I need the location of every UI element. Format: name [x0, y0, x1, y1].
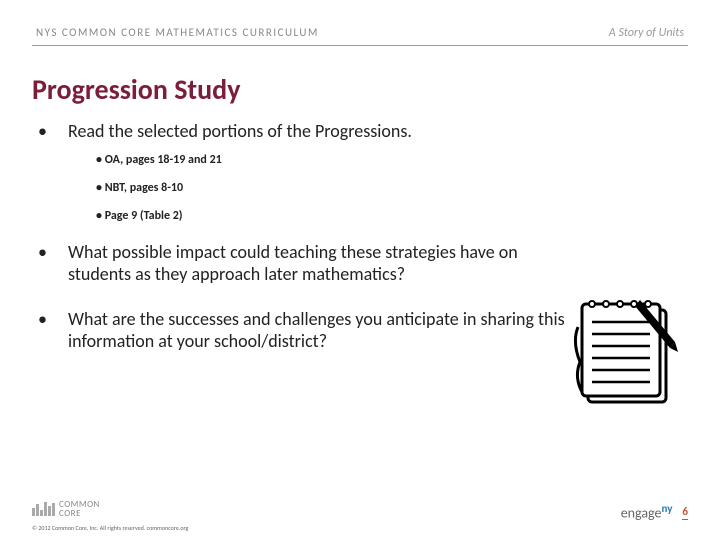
- bullet-item: • What possible impact could teaching th…: [32, 241, 688, 286]
- header-curriculum-label: NYS COMMON CORE MATHEMATICS CURRICULUM: [36, 26, 319, 39]
- sub-bullet-item: NBT, pages 8-10: [96, 181, 688, 195]
- sub-bullet-item: Page 9 (Table 2): [96, 209, 688, 223]
- header-story-label: A Story of Units: [609, 26, 684, 40]
- bullet-marker: •: [32, 120, 68, 143]
- sub-bullet-list: OA, pages 18-19 and 21 NBT, pages 8-10 P…: [96, 153, 688, 223]
- page-title: Progression Study: [32, 72, 240, 107]
- notepad-icon: [570, 292, 680, 412]
- logo-text: COMMONCORE: [59, 500, 100, 518]
- footer: COMMONCORE © 2012 Common Core, Inc. All …: [0, 496, 720, 540]
- footer-right: engageny 6: [621, 502, 688, 522]
- bullet-text: Read the selected portions of the Progre…: [68, 120, 688, 143]
- sub-bullet-item: OA, pages 18-19 and 21: [96, 153, 688, 167]
- bullet-marker: •: [32, 308, 68, 353]
- bullet-item: • Read the selected portions of the Prog…: [32, 120, 688, 143]
- logo-bars-icon: [32, 502, 55, 516]
- bullet-text: What possible impact could teaching thes…: [68, 241, 688, 286]
- header-bar: NYS COMMON CORE MATHEMATICS CURRICULUM A…: [32, 24, 688, 46]
- bullet-marker: •: [32, 241, 68, 286]
- common-core-logo: COMMONCORE: [32, 500, 100, 518]
- page-number: 6: [682, 505, 688, 520]
- engage-ny-logo: engageny: [621, 502, 673, 522]
- copyright-text: © 2012 Common Core, Inc. All rights rese…: [32, 524, 188, 532]
